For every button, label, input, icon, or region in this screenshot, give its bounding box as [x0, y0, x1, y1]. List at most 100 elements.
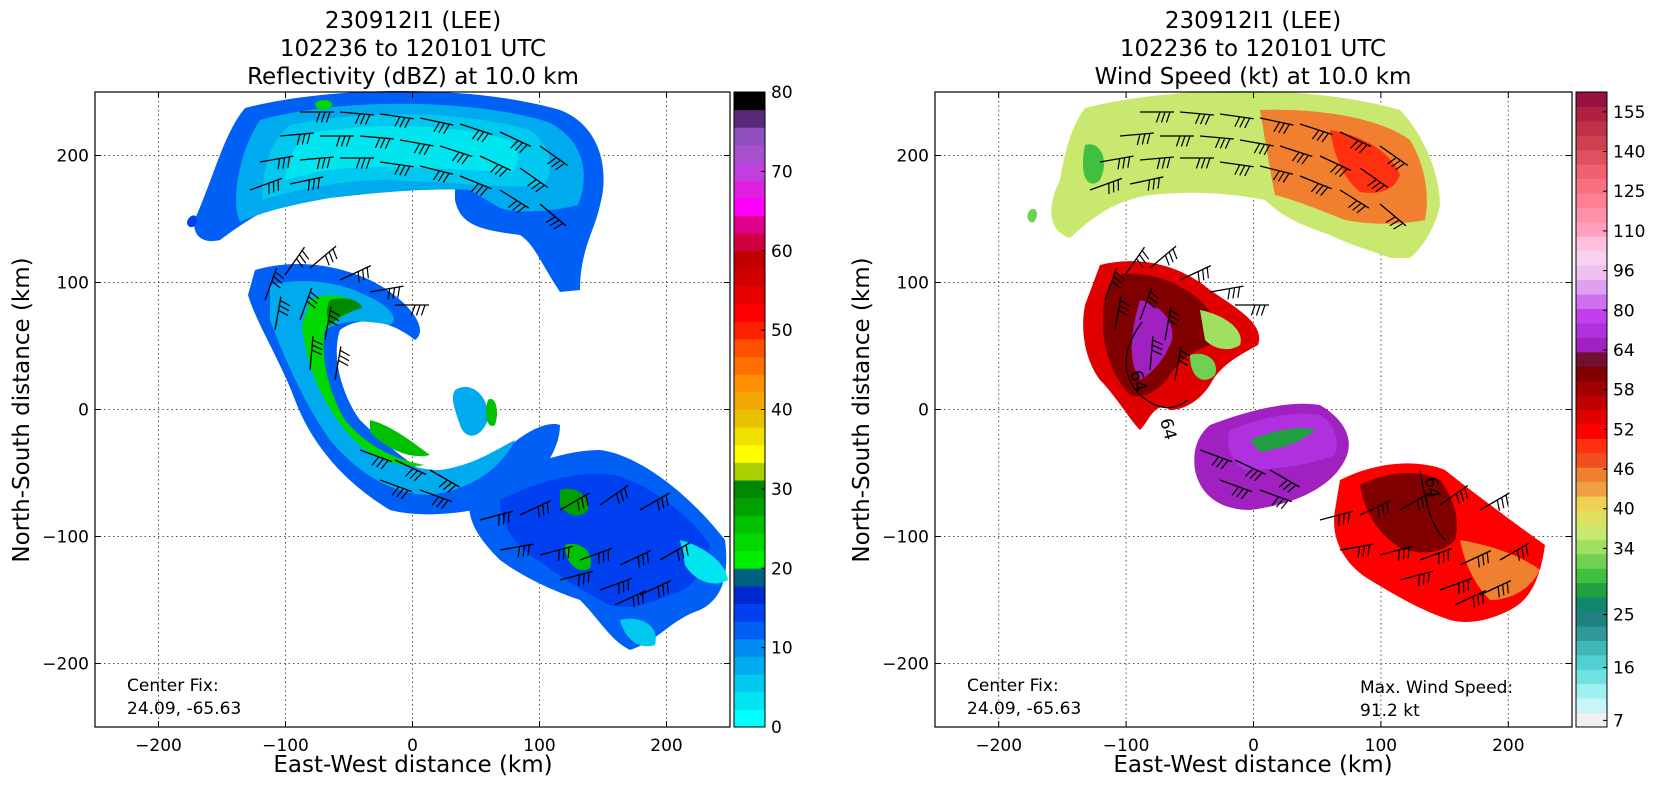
reflectivity-wind-barb-feather	[309, 291, 320, 300]
reflectivity-colorbar-bin	[734, 515, 765, 534]
reflectivity-wind-barb	[499, 131, 532, 147]
wind-wind-barb	[1359, 167, 1389, 189]
reflectivity-wind-barb	[539, 203, 567, 227]
wind-wind-barb-feather	[1149, 291, 1160, 300]
reflectivity-colorbar: 0 10 20 30 40 50 60 70 80	[733, 83, 793, 738]
wind-wind-barb-feather	[1362, 545, 1366, 557]
wind-colorbar-bin	[1576, 438, 1607, 454]
wind-wind-barb-feather	[1169, 309, 1181, 317]
reflectivity-wind-barb-feather	[355, 157, 361, 169]
wind-wind-barb-feather	[1505, 494, 1509, 506]
reflectivity-wind-barb-feather	[585, 494, 589, 506]
reflectivity-wind-barb-feather	[475, 184, 484, 195]
wind-wind-barb-feather	[1239, 165, 1246, 176]
reflectivity-wind-barb-feather	[282, 157, 286, 169]
wind-wind-barb-feather	[1416, 499, 1421, 511]
reflectivity-wind-barb-feather	[497, 514, 500, 526]
reflectivity-y-tick-label: 200	[57, 147, 89, 167]
reflectivity-region	[565, 543, 591, 571]
wind-colorbar-label: 110	[1613, 222, 1645, 242]
wind-wind-barb-feather	[1377, 506, 1380, 518]
wind-wind-barb-feather	[1135, 258, 1144, 268]
reflectivity-wind-barb	[479, 155, 512, 171]
reflectivity-wind-barb-feather	[391, 486, 400, 496]
wind-colorbar-bin	[1576, 395, 1607, 410]
wind-wind-barb	[1209, 285, 1244, 293]
wind-wind-barb-feather	[1152, 339, 1163, 346]
reflectivity-colorbar-bin	[734, 674, 765, 693]
reflectivity-wind-barb-feather	[271, 280, 281, 289]
wind-colorbar-bin	[1576, 553, 1607, 569]
wind-wind-barb-feather	[1350, 140, 1359, 149]
wind-colorbar-bin	[1576, 640, 1607, 656]
wind-wind-barb-feather	[1402, 548, 1405, 560]
reflectivity-wind-barb-feather	[306, 300, 316, 309]
reflectivity-y-tick-label: −100	[42, 528, 89, 548]
wind-wind-barb	[1379, 145, 1409, 167]
wind-colorbar-bin	[1576, 207, 1607, 223]
wind-wind-barb-feather	[1166, 157, 1171, 169]
wind-region	[1082, 144, 1105, 184]
wind-wind-barb-feather	[1417, 574, 1420, 586]
reflectivity-title-line-1: 230912I1 (LEE)	[325, 8, 501, 34]
wind-colorbar-label: 7	[1613, 711, 1624, 731]
wind-wind-barb	[1199, 135, 1234, 140]
reflectivity-colorbar-bin	[734, 197, 765, 216]
reflectivity-wind-barb-feather	[329, 309, 341, 317]
wind-wind-barb-feather	[1277, 171, 1285, 182]
reflectivity-title-line-2: 102236 to 120101 UTC	[280, 36, 546, 62]
wind-wind-barb-feather	[1197, 271, 1200, 283]
wind-wind-barb-feather	[1263, 144, 1271, 156]
wind-wind-barb	[1259, 117, 1294, 126]
wind-colorbar-label: 125	[1613, 182, 1645, 202]
reflectivity-wind-barb-feather	[527, 178, 537, 187]
reflectivity-colorbar-bin	[734, 603, 765, 622]
wind-wind-barb-feather	[1337, 514, 1340, 526]
wind-wind-barb-feather	[1389, 219, 1400, 227]
reflectivity-wind-barb	[619, 550, 652, 566]
wind-wind-barb-feather	[1497, 586, 1500, 598]
reflectivity-colorbar-label: 10	[771, 639, 793, 659]
wind-wind-barb-feather	[1172, 248, 1178, 260]
wind-colorbar-label: 34	[1613, 539, 1635, 559]
reflectivity-wind-barb-feather	[396, 488, 404, 498]
wind-colorbar-bin	[1576, 496, 1607, 512]
reflectivity-wind-barb	[519, 500, 552, 516]
reflectivity-wind-barb-feather	[298, 254, 307, 264]
wind-wind-barb-feather	[1179, 349, 1191, 357]
wind-wind-barb-feather	[1455, 493, 1461, 505]
reflectivity-wind-barb-feather	[339, 349, 351, 357]
reflectivity-colorbar-bin	[734, 321, 765, 340]
reflectivity-wind-barb-feather	[499, 168, 508, 178]
reflectivity-x-tick-label: 100	[523, 736, 555, 756]
wind-wind-barb-feather	[1280, 499, 1289, 510]
wind-colorbar-bin	[1576, 221, 1607, 237]
wind-wind-barb-feather	[1348, 200, 1358, 209]
wind-wind-barb-feather	[1118, 309, 1129, 317]
wind-wind-barb-feather	[1127, 156, 1131, 168]
wind-wind-barb-feather	[1320, 186, 1329, 196]
reflectivity-wind-barb-feather	[301, 250, 310, 260]
wind-wind-barb-feather	[1354, 142, 1364, 151]
reflectivity-colorbar-bin	[734, 233, 765, 252]
wind-colorbar-bin	[1576, 265, 1607, 281]
reflectivity-wind-barb-feather	[279, 304, 290, 312]
wind-wind-barb-feather	[1178, 359, 1189, 367]
reflectivity-wind-barb-feather	[321, 157, 326, 169]
reflectivity-wind-barb	[379, 113, 414, 120]
wind-tick-labels: −200 −100 0 100 200 −200 −100 0 100 200	[882, 92, 1572, 756]
reflectivity-wind-barb-feather	[661, 497, 665, 509]
reflectivity-wind-barb-feather	[324, 254, 330, 266]
wind-wind-barb-feather	[1278, 122, 1285, 133]
reflectivity-colorbar-bin	[734, 162, 765, 181]
wind-wind-barb-feather	[1357, 546, 1361, 558]
reflectivity-colorbar-bin	[734, 374, 765, 393]
reflectivity-wind-barb-feather	[641, 592, 644, 604]
wind-wind-barb-feather	[1385, 216, 1396, 224]
wind-wind-barb	[1299, 123, 1333, 136]
wind-region	[1190, 353, 1216, 380]
reflectivity-colorbar-bin	[734, 127, 765, 146]
wind-x-axis-label: East-West distance (km)	[1113, 752, 1392, 778]
wind-y-tick-label: −200	[882, 655, 929, 675]
reflectivity-colorbar-label: 40	[771, 401, 793, 421]
